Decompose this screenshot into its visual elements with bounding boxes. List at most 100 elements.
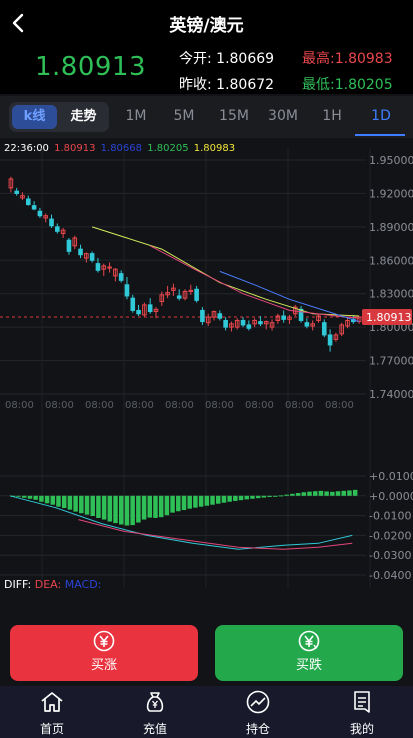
candle-body [188,289,194,292]
macd-histogram-bar [255,495,261,499]
bottom-nav: 首页 充值 持仓 我的 [0,686,413,738]
tab-kline[interactable]: k线 [12,105,57,129]
macd-histogram-bar [101,495,107,520]
candle-body [55,226,60,232]
tab-1h[interactable]: 1H [322,108,342,124]
candle-body [200,309,205,323]
candle-body [217,313,223,319]
candle-body [130,297,136,311]
macd-histogram-bar [136,495,141,523]
macd-histogram-bar [67,495,73,510]
legend-value-4: 1.80983 [193,143,236,154]
candle-body [252,319,257,325]
macd-histogram-bar [198,495,204,507]
y-tick-label: 1.77000 [369,355,413,368]
tab-trend[interactable]: 走势 [70,109,97,124]
macd-histogram-bar [324,491,329,496]
tab-1m[interactable]: 1M [125,108,147,124]
candle-body [234,319,240,328]
macd-histogram-bar [73,495,78,512]
macd-histogram-bar [33,495,38,500]
tab-15m[interactable]: 15M [219,108,249,124]
macd-histogram-bar [79,495,84,514]
candle-body [275,315,281,321]
candle-body [229,323,234,328]
macd-histogram-bar [335,491,341,496]
buy-down-button[interactable]: 买跌 [215,625,403,681]
macd-histogram-bar [204,495,210,506]
buy-up-button[interactable]: 买涨 [10,625,198,681]
buy-down-label: 买跌 [295,658,322,673]
x-tick-label: 08:00 [325,400,354,411]
macd-histogram-bar [107,495,113,522]
yuan-up-icon [93,630,115,652]
high-stat: 最高:1.80983 [302,48,393,68]
macd-histogram-bar [250,495,255,499]
candle-body [43,215,49,219]
candle-body [84,253,89,259]
open-label: 今开: [179,51,212,67]
ma3-line [219,270,360,323]
macd-histogram-bar [221,495,227,503]
macd-histogram-bar [233,495,238,501]
candle-body [153,308,159,313]
macd-histogram-bar [170,495,175,513]
y-tick-label: 1.74000 [369,388,413,401]
macd-histogram-bar [193,495,198,508]
legend-value-2: 1.80668 [100,143,143,154]
tab-5m[interactable]: 5M [173,108,195,124]
nav-profile[interactable]: 我的 [332,690,392,737]
candle-body [26,198,31,206]
candle-body [211,311,217,318]
candle-body [107,266,112,269]
macd-histogram-bar [227,495,232,502]
candle-body [339,324,344,335]
candle-body [304,322,310,327]
candle-body [333,334,339,340]
current-price: 1.80913 [35,52,147,82]
nav-recharge-label: 充值 [142,722,167,736]
macd-y-tick-label: -0.0200 [369,529,411,542]
legend-time: 22:36:00 [4,143,49,154]
candle-body [223,319,228,328]
macd-histogram-bar [141,495,147,520]
tab-30m[interactable]: 30M [268,108,298,124]
nav-positions[interactable]: 持仓 [228,690,288,737]
macd-histogram-bar [130,495,135,526]
nav-recharge[interactable]: 充值 [125,690,185,737]
candle-body [147,304,153,313]
candle-legend: 22:36:00 1.80913 1.80668 1.80205 1.80983 [4,143,237,154]
legend-value-3: 1.80205 [147,143,189,154]
current-price-tag-label: 1.80913 [366,311,412,324]
candle-body [345,319,350,327]
macd-histogram-bar [44,495,50,504]
macd-histogram-bar [181,495,187,511]
candle-body [246,324,252,329]
y-tick-label: 1.92000 [369,187,413,200]
x-tick-label: 08:00 [5,400,34,411]
candle-body [95,263,101,271]
tab-1d[interactable]: 1D [371,108,391,124]
macd-histogram-bar [341,490,346,496]
macd-histogram-bar [90,495,95,516]
macd-histogram-bar [347,490,352,496]
macd-histogram-bar [318,490,324,496]
nav-home[interactable]: 首页 [22,690,82,737]
yuan-down-icon [298,630,320,652]
low-stat: 最低:1.80205 [302,74,393,94]
prev-close-label: 昨收: [179,77,212,93]
macd-histogram-bar [84,495,90,515]
macd-histogram-bar [295,493,301,496]
nav-profile-label: 我的 [349,722,374,736]
back-arrow-icon[interactable] [8,10,30,36]
chart-type-toggle: k线 走势 [9,102,109,132]
low-label: 最低: [302,77,335,93]
candle-body [136,309,141,315]
macd-y-tick-label: -0.0400 [369,569,411,582]
kline-chart[interactable]: 1.950001.920001.890001.860001.830001.800… [0,138,413,608]
candle-body [327,334,333,346]
macd-histogram-bar [278,495,284,497]
macd-histogram-bar [50,495,56,505]
macd-y-tick-label: -0.0100 [369,510,411,523]
